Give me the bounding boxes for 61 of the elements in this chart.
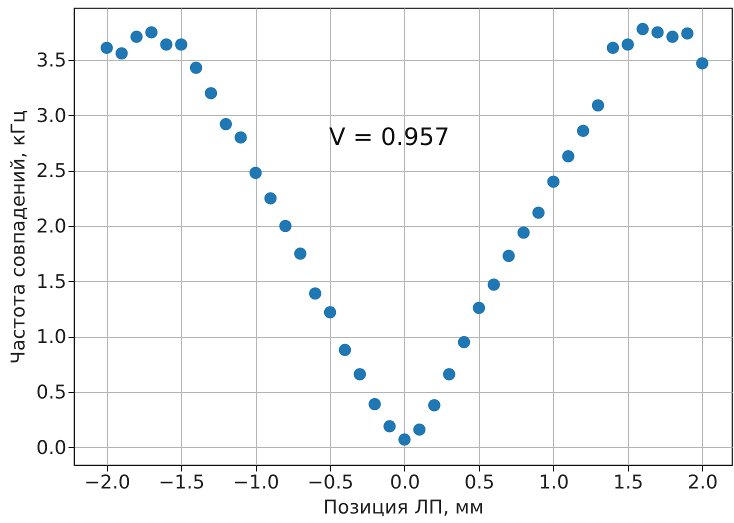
x-tick-label: −1.0 <box>233 472 280 494</box>
point <box>116 47 128 60</box>
point <box>398 433 411 446</box>
point <box>160 38 172 51</box>
point <box>622 38 634 51</box>
point <box>145 26 158 38</box>
point <box>472 302 486 314</box>
point <box>294 248 306 260</box>
y-tick-label: 0.5 <box>36 381 66 404</box>
x-tick-label: −2.0 <box>84 472 130 494</box>
y-tick-label: 1.5 <box>36 270 66 293</box>
point <box>443 368 456 380</box>
y-tick-label: 3.5 <box>36 50 66 72</box>
y-tick-label: 2.5 <box>36 160 66 182</box>
point <box>383 420 396 432</box>
point <box>592 99 604 112</box>
point <box>502 250 515 262</box>
point <box>354 368 366 380</box>
x-axis-title: Позиция ЛП, мм <box>323 496 484 518</box>
y-tick-label: 0.0 <box>36 436 66 459</box>
annotation: V = 0.957 <box>329 123 450 151</box>
point <box>190 62 202 74</box>
point <box>130 30 143 43</box>
point <box>264 192 277 204</box>
point <box>488 278 500 291</box>
point <box>234 131 247 144</box>
point <box>696 57 708 70</box>
point <box>681 27 694 40</box>
x-tick-label: −1.5 <box>158 472 205 494</box>
point <box>220 118 232 130</box>
x-tick-label: 2.0 <box>688 472 718 494</box>
point <box>324 306 336 318</box>
point <box>458 336 470 348</box>
point <box>338 344 352 356</box>
x-tick-label: −0.5 <box>307 472 354 494</box>
x-tick-label: 1.0 <box>538 472 569 494</box>
point <box>562 150 574 162</box>
x-tick-label: 0.5 <box>464 472 495 494</box>
point <box>651 26 664 38</box>
point <box>636 22 649 36</box>
y-tick-label: 1.0 <box>36 326 66 348</box>
point <box>368 398 381 410</box>
y-tick-label: 2.0 <box>36 215 66 238</box>
x-tick-label: 0.0 <box>390 472 420 494</box>
point <box>309 287 322 300</box>
point <box>532 206 545 219</box>
point <box>100 42 113 54</box>
y-tick-label: 3.0 <box>36 104 66 127</box>
point <box>428 399 440 412</box>
point <box>577 124 590 137</box>
point <box>517 226 530 239</box>
point <box>547 176 560 188</box>
point <box>666 30 679 43</box>
point <box>413 423 426 436</box>
y-axis-title: Частота совпадений, кГц <box>7 110 30 364</box>
point <box>204 87 218 100</box>
point <box>606 42 620 54</box>
point <box>279 220 292 232</box>
point <box>175 38 188 51</box>
x-tick-label: 1.5 <box>613 472 644 494</box>
point <box>249 166 262 179</box>
